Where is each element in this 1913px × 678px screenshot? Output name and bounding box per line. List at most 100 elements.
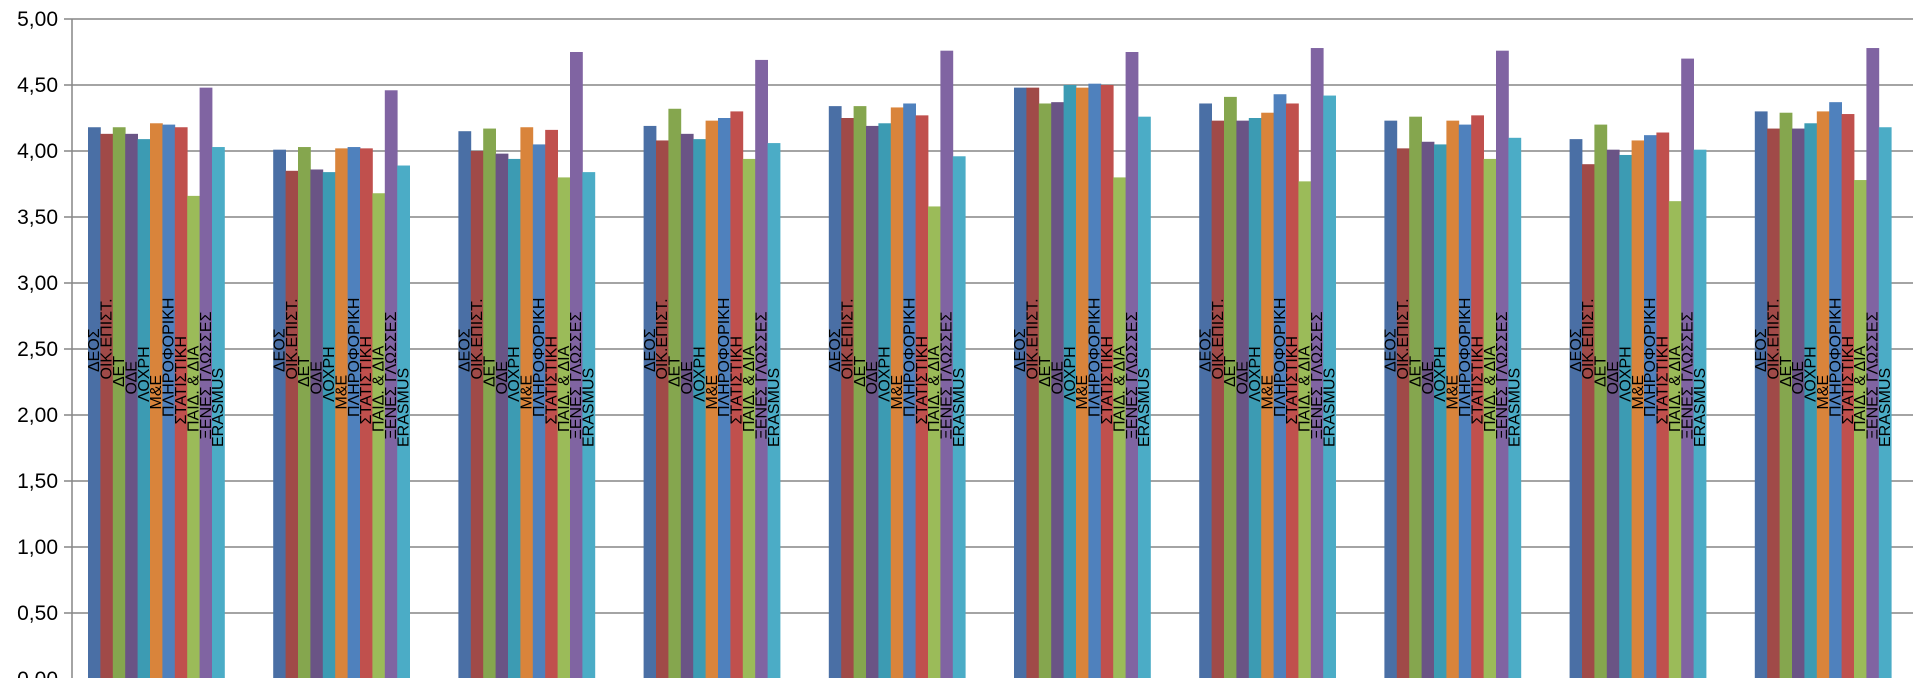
bar-label: ΣΤΑΤΙΣΤΙΚΗ bbox=[358, 336, 375, 425]
bar-label: ΛΟΧΡΗ bbox=[506, 346, 523, 402]
bar-label: ΠΑΙΔ. & ΔΙΑ bbox=[1297, 345, 1314, 432]
bar bbox=[1471, 115, 1484, 678]
bar-label: ΠΛΗΡΟΦΟΡΙΚΗ bbox=[1642, 298, 1659, 417]
bar-label: ΟΙΚ.ΕΠΙΣΤ. bbox=[469, 298, 486, 379]
bar-label: ΟΔΕ bbox=[1235, 361, 1252, 394]
bar bbox=[853, 106, 867, 678]
bar bbox=[557, 177, 571, 678]
bar-label: ΞΕΝΕΣ ΓΛΩΣΣΕΣ bbox=[1865, 311, 1882, 439]
y-tick-label: 1,50 bbox=[17, 470, 58, 493]
bar-label: ΟΔΕ bbox=[1049, 361, 1066, 394]
y-tick-label: 4,50 bbox=[17, 74, 58, 97]
bar bbox=[273, 149, 286, 678]
bar bbox=[1866, 48, 1880, 678]
bar-label: ΔΕΟΣ bbox=[1197, 328, 1214, 372]
bar bbox=[1854, 180, 1867, 678]
bar-label: ΠΑΙΔ. & ΔΙΑ bbox=[1667, 345, 1684, 432]
bar-label: ΟΙΚ.ΕΠΙΣΤ. bbox=[1210, 298, 1227, 379]
bar bbox=[1804, 123, 1818, 678]
bar bbox=[384, 90, 398, 678]
bar bbox=[705, 120, 719, 678]
y-tick-label: 0,50 bbox=[17, 602, 58, 625]
bar-label: ΠΑΙΔ. & ΔΙΑ bbox=[1852, 345, 1869, 432]
bar-label: ΞΕΝΕΣ ΓΛΩΣΣΕΣ bbox=[753, 311, 770, 439]
bar-label: ΟΔΕ bbox=[1605, 361, 1622, 394]
bar-label: Μ&Ε bbox=[519, 375, 536, 410]
bar-label: ΟΔΕ bbox=[494, 361, 511, 394]
bar-label: ΠΑΙΔ. & ΔΙΑ bbox=[556, 345, 573, 432]
bar-label: ΟΙΚ.ΕΠΙΣΤ. bbox=[1580, 298, 1597, 379]
bar-label: ΔΕΟΣ bbox=[86, 328, 103, 372]
bar bbox=[1829, 102, 1842, 678]
bar bbox=[1693, 149, 1707, 678]
bar bbox=[903, 103, 916, 678]
bar bbox=[212, 147, 225, 678]
bar bbox=[1668, 201, 1682, 678]
bar-label: ΠΑΙΔ. & ΔΙΑ bbox=[741, 345, 758, 432]
bar-label: ΔΕΤ bbox=[1778, 356, 1795, 387]
bar bbox=[150, 123, 163, 678]
bar-label: ΟΙΚ.ΕΠΙΣΤ. bbox=[1025, 298, 1042, 379]
bar bbox=[952, 156, 966, 678]
bar-label: ΔΕΤ bbox=[667, 356, 684, 387]
bar-label: ERASMUS bbox=[1507, 368, 1524, 447]
bar-label: ERASMUS bbox=[1136, 368, 1153, 447]
bar bbox=[1458, 124, 1472, 678]
bar bbox=[310, 169, 324, 678]
bar bbox=[483, 128, 496, 678]
bar-label: ΟΔΕ bbox=[864, 361, 881, 394]
bar-label: ΠΛΗΡΟΦΟΡΙΚΗ bbox=[346, 298, 363, 417]
bar-label: ΞΕΝΕΣ ΓΛΩΣΣΕΣ bbox=[198, 311, 215, 439]
bar bbox=[470, 151, 484, 678]
bars bbox=[88, 48, 1892, 678]
bar-labels: ΔΕΟΣΟΙΚ.ΕΠΙΣΤ.ΔΕΤΟΔΕΛΟΧΡΗΜ&ΕΠΛΗΡΟΦΟΡΙΚΗΣ… bbox=[86, 298, 1894, 447]
bar bbox=[718, 118, 731, 678]
bar bbox=[693, 139, 706, 678]
bar bbox=[112, 127, 126, 678]
bar bbox=[1199, 103, 1212, 678]
bar bbox=[767, 143, 781, 678]
bar bbox=[545, 129, 558, 678]
bar-label: ΞΕΝΕΣ ΓΛΩΣΣΕΣ bbox=[1679, 311, 1696, 439]
y-tick-label: 4,00 bbox=[17, 140, 58, 163]
bar bbox=[1384, 120, 1398, 678]
bar-label: ΠΛΗΡΟΦΟΡΙΚΗ bbox=[901, 298, 918, 417]
bar-label: ΛΟΧΡΗ bbox=[1803, 346, 1820, 402]
bar bbox=[1681, 58, 1694, 678]
bar bbox=[866, 125, 879, 678]
bar bbox=[520, 127, 534, 678]
bar-label: ΔΕΟΣ bbox=[1012, 328, 1029, 372]
bar bbox=[1236, 120, 1250, 678]
bar bbox=[360, 148, 373, 678]
bar bbox=[742, 158, 756, 678]
bar bbox=[397, 165, 410, 678]
bar bbox=[199, 87, 213, 678]
bar bbox=[1138, 116, 1151, 678]
bar-label: ΣΤΑΤΙΣΤΙΚΗ bbox=[1840, 336, 1857, 425]
bar-label: Μ&Ε bbox=[1815, 375, 1832, 410]
bar bbox=[1409, 116, 1422, 678]
bar bbox=[495, 153, 509, 678]
bar-label: ΣΤΑΤΙΣΤΙΚΗ bbox=[1284, 336, 1301, 425]
bar bbox=[1606, 149, 1620, 678]
bar bbox=[137, 139, 151, 678]
bar-label: ΟΙΚ.ΕΠΙΣΤ. bbox=[99, 298, 116, 379]
bar bbox=[1421, 141, 1435, 678]
bar-label: ΔΕΟΣ bbox=[827, 328, 844, 372]
bar bbox=[322, 172, 336, 678]
bar bbox=[1310, 48, 1324, 678]
bar bbox=[532, 144, 546, 678]
bar bbox=[828, 106, 842, 678]
bar bbox=[841, 118, 854, 678]
bar-label: ΠΛΗΡΟΦΟΡΙΚΗ bbox=[716, 298, 733, 417]
bar bbox=[1841, 114, 1855, 678]
bar bbox=[1088, 83, 1102, 678]
bar-label: ΛΟΧΡΗ bbox=[691, 346, 708, 402]
bar bbox=[1816, 111, 1830, 678]
bar bbox=[1631, 140, 1645, 678]
bar bbox=[915, 115, 929, 678]
bar bbox=[1063, 85, 1077, 678]
bar bbox=[1619, 154, 1632, 678]
